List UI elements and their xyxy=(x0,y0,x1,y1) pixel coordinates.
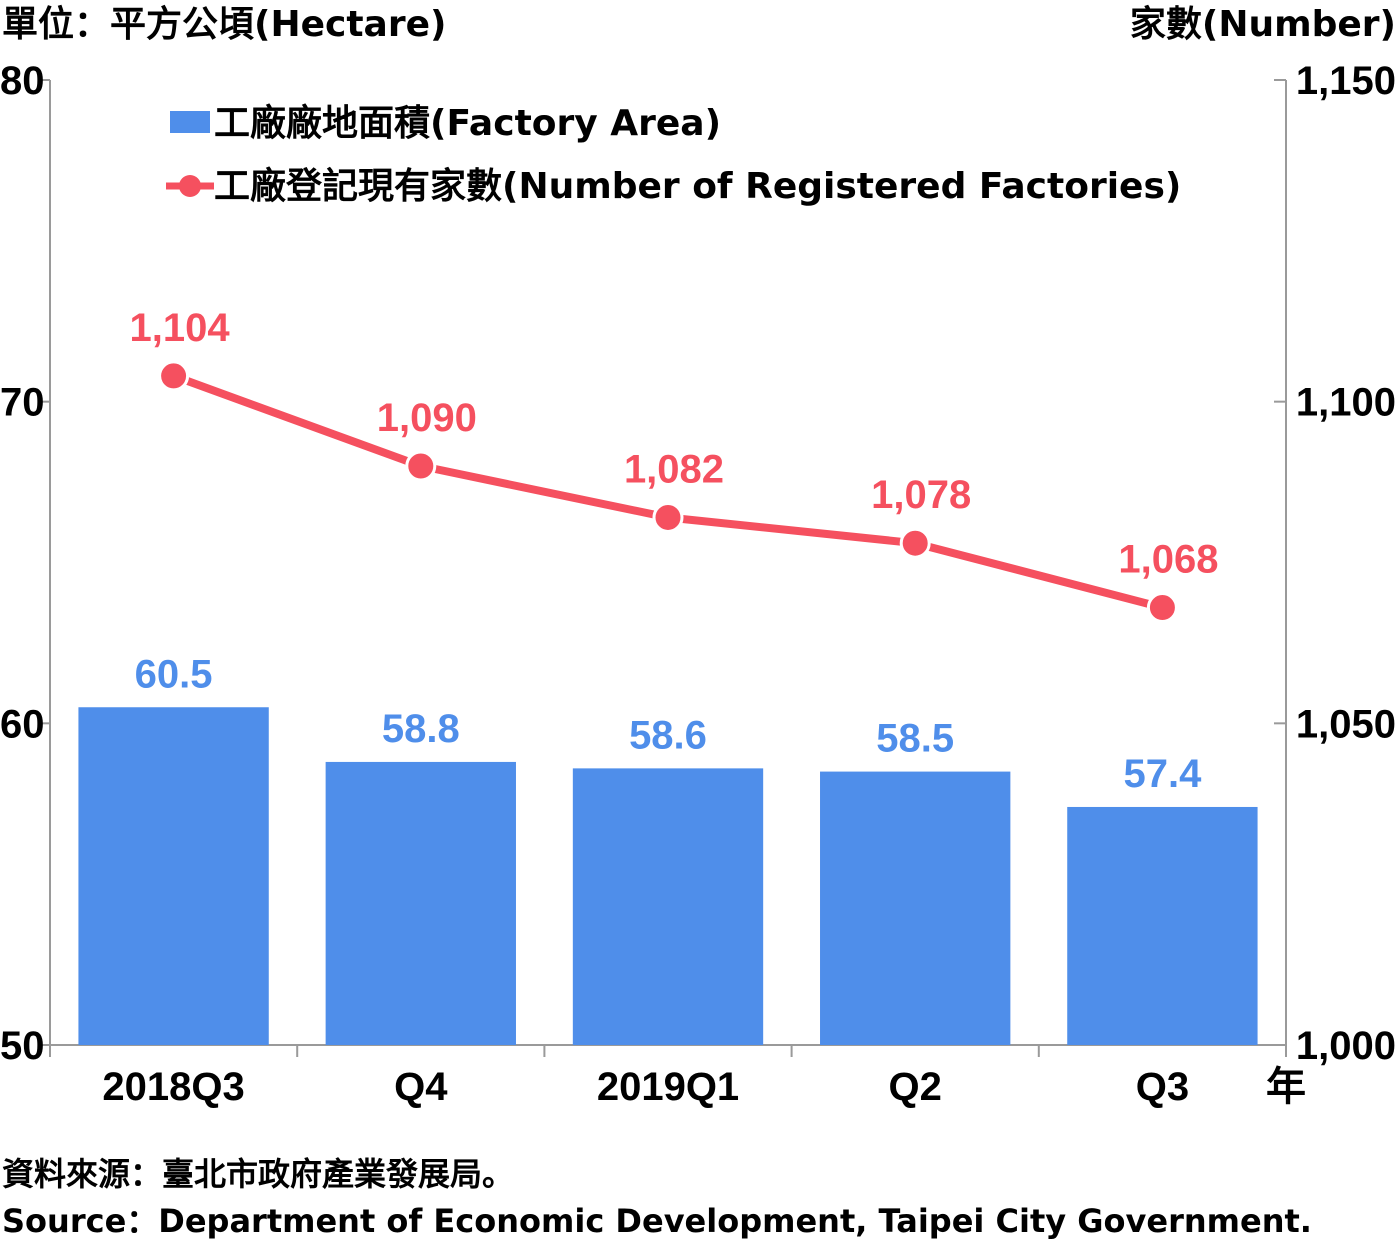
bar-data-label: 57.4 xyxy=(1123,752,1202,796)
left-tick-label: 80 xyxy=(0,59,45,103)
bar xyxy=(325,761,516,1045)
left-axis-ticks: 50 60 70 80 xyxy=(0,59,50,1068)
bar-data-label: 58.5 xyxy=(876,717,954,761)
line-point xyxy=(158,360,190,392)
category-label: 2018Q3 xyxy=(102,1065,244,1109)
line-point xyxy=(405,450,437,482)
line-point xyxy=(1146,592,1178,624)
bar xyxy=(1067,806,1258,1045)
source-zh: 資料來源：臺北市政府產業發展局。 xyxy=(2,1155,514,1193)
bar xyxy=(572,768,764,1045)
category-label: 2019Q1 xyxy=(597,1065,739,1109)
legend-line-label: 工廠登記現有家數(Number of Registered Factories) xyxy=(214,165,1181,207)
bar xyxy=(820,771,1011,1045)
category-label: Q3 xyxy=(1136,1065,1189,1109)
line-series: 1,104 1,090 1,082 1,078 1,068 xyxy=(130,306,1218,624)
line-data-label: 1,078 xyxy=(871,473,971,517)
legend-bar-label: 工廠廠地面積(Factory Area) xyxy=(214,102,721,144)
line-data-label: 1,090 xyxy=(377,396,477,440)
legend-bar-swatch xyxy=(170,111,210,133)
legend-line-marker xyxy=(179,175,201,197)
left-tick-label: 60 xyxy=(0,702,45,746)
category-label: Q4 xyxy=(394,1065,448,1109)
line-data-label: 1,104 xyxy=(130,306,231,350)
right-tick-label: 1,150 xyxy=(1296,59,1396,103)
right-tick-label: 1,100 xyxy=(1296,381,1396,425)
bar-data-label: 58.8 xyxy=(382,707,460,751)
source-en: Source：Department of Economic Developmen… xyxy=(2,1202,1312,1240)
bar xyxy=(78,707,269,1045)
line-data-label: 1,082 xyxy=(624,447,724,491)
category-label: Q2 xyxy=(889,1065,942,1109)
bar-data-label: 58.6 xyxy=(629,713,707,757)
left-tick-label: 50 xyxy=(0,1024,45,1068)
legend: 工廠廠地面積(Factory Area) 工廠登記現有家數(Number of … xyxy=(166,102,1181,207)
x-axis-ticks: 2018Q3 Q4 2019Q1 Q2 Q3 xyxy=(49,1045,1287,1109)
bar-series: 60.5 58.8 58.6 58.5 57.4 xyxy=(78,652,1258,1045)
left-tick-label: 70 xyxy=(0,381,45,425)
right-tick-label: 1,000 xyxy=(1296,1024,1396,1068)
line-point xyxy=(899,527,931,559)
x-unit-label: 年 xyxy=(1266,1065,1306,1109)
right-axis-ticks: 1,000 1,050 1,100 1,150 xyxy=(1274,59,1396,1068)
bar-data-label: 60.5 xyxy=(135,652,213,696)
line-data-label: 1,068 xyxy=(1118,538,1218,582)
left-axis-title: 單位：平方公頃(Hectare) xyxy=(2,4,446,45)
line-point xyxy=(652,501,684,533)
series-line xyxy=(172,372,1164,612)
right-axis-title: 家數(Number) xyxy=(1130,4,1396,45)
right-tick-label: 1,050 xyxy=(1296,702,1396,746)
